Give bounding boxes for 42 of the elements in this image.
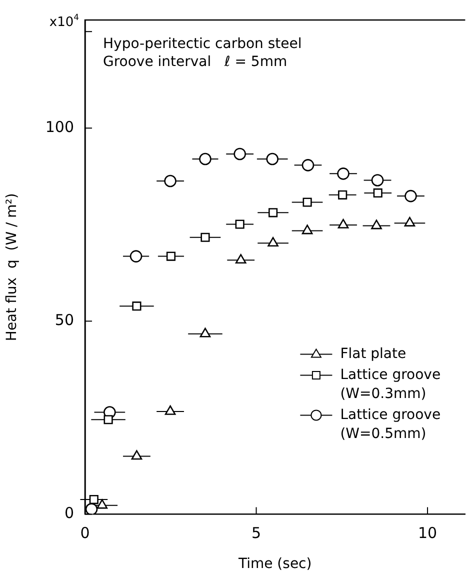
point <box>302 224 313 234</box>
y-axis-title: Heat flux q (W / m²) <box>4 193 20 342</box>
x-axis-title: Time (sec) <box>237 556 312 572</box>
x-tick-label: 5 <box>251 524 262 542</box>
point <box>404 216 416 226</box>
annotation: Hypo-peritectic carbon steel <box>103 36 302 52</box>
point <box>404 190 417 202</box>
y-tick-label: 0 <box>64 504 74 522</box>
point <box>302 198 312 207</box>
legend-label: Flat plate <box>340 346 406 362</box>
x-tick-label: 0 <box>80 524 90 542</box>
point <box>268 208 278 218</box>
legend-label: Lattice groove (W=0.3mm) <box>340 366 441 402</box>
x-tick-label: 10 <box>418 524 438 542</box>
point <box>235 254 246 264</box>
point <box>268 237 278 247</box>
point <box>200 328 211 338</box>
annotation: Groove interval ℓ = 5mm <box>103 54 288 70</box>
point <box>235 220 244 229</box>
point <box>131 450 142 460</box>
y-tick-label: 100 <box>45 118 74 136</box>
point <box>199 152 212 166</box>
point <box>373 188 382 198</box>
point <box>164 405 176 415</box>
point <box>200 232 210 242</box>
point <box>89 494 98 504</box>
point <box>338 190 348 200</box>
point <box>302 159 314 172</box>
point <box>104 415 113 424</box>
point <box>164 174 176 188</box>
point <box>234 148 246 160</box>
point <box>371 174 384 186</box>
y-tick-label: 50 <box>54 311 74 330</box>
point <box>130 250 142 262</box>
point <box>338 218 349 228</box>
point <box>371 220 382 230</box>
point <box>96 499 108 509</box>
point <box>337 168 350 180</box>
point <box>266 152 279 166</box>
point <box>132 302 142 311</box>
legend-label: Lattice groove (W=0.5mm) <box>340 406 441 442</box>
point <box>166 252 176 261</box>
